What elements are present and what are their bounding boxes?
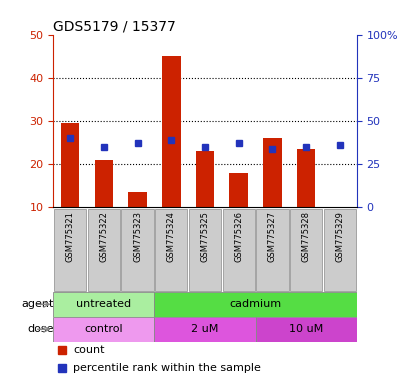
- FancyBboxPatch shape: [53, 292, 154, 317]
- FancyBboxPatch shape: [323, 209, 355, 291]
- FancyBboxPatch shape: [155, 209, 187, 291]
- FancyBboxPatch shape: [289, 209, 321, 291]
- FancyBboxPatch shape: [255, 317, 356, 342]
- FancyBboxPatch shape: [256, 209, 288, 291]
- Text: GSM775326: GSM775326: [234, 211, 243, 262]
- Text: percentile rank within the sample: percentile rank within the sample: [73, 362, 260, 373]
- Text: GSM775328: GSM775328: [301, 211, 310, 262]
- Bar: [263, 138, 281, 207]
- Text: 10 uM: 10 uM: [288, 324, 322, 334]
- Text: GSM775321: GSM775321: [65, 211, 74, 262]
- Bar: [229, 173, 247, 207]
- Bar: [94, 160, 113, 207]
- Text: control: control: [84, 324, 123, 334]
- Bar: [195, 151, 214, 207]
- FancyBboxPatch shape: [121, 209, 153, 291]
- Text: GSM775329: GSM775329: [335, 211, 344, 262]
- Text: GDS5179 / 15377: GDS5179 / 15377: [53, 20, 175, 33]
- Text: agent: agent: [21, 299, 54, 310]
- Text: GSM775322: GSM775322: [99, 211, 108, 262]
- FancyBboxPatch shape: [54, 209, 86, 291]
- Bar: [162, 56, 180, 207]
- Text: cadmium: cadmium: [229, 299, 281, 310]
- Bar: [61, 123, 79, 207]
- Text: GSM775325: GSM775325: [200, 211, 209, 262]
- Text: GSM775323: GSM775323: [133, 211, 142, 262]
- FancyBboxPatch shape: [88, 209, 120, 291]
- FancyBboxPatch shape: [189, 209, 220, 291]
- Text: count: count: [73, 345, 104, 356]
- FancyBboxPatch shape: [53, 317, 154, 342]
- FancyBboxPatch shape: [154, 317, 255, 342]
- FancyBboxPatch shape: [154, 292, 356, 317]
- Text: GSM775324: GSM775324: [166, 211, 175, 262]
- Bar: [296, 149, 315, 207]
- Text: GSM775327: GSM775327: [267, 211, 276, 262]
- FancyBboxPatch shape: [222, 209, 254, 291]
- Text: untreated: untreated: [76, 299, 131, 310]
- Text: 2 uM: 2 uM: [191, 324, 218, 334]
- Bar: [128, 192, 146, 207]
- Text: dose: dose: [27, 324, 54, 334]
